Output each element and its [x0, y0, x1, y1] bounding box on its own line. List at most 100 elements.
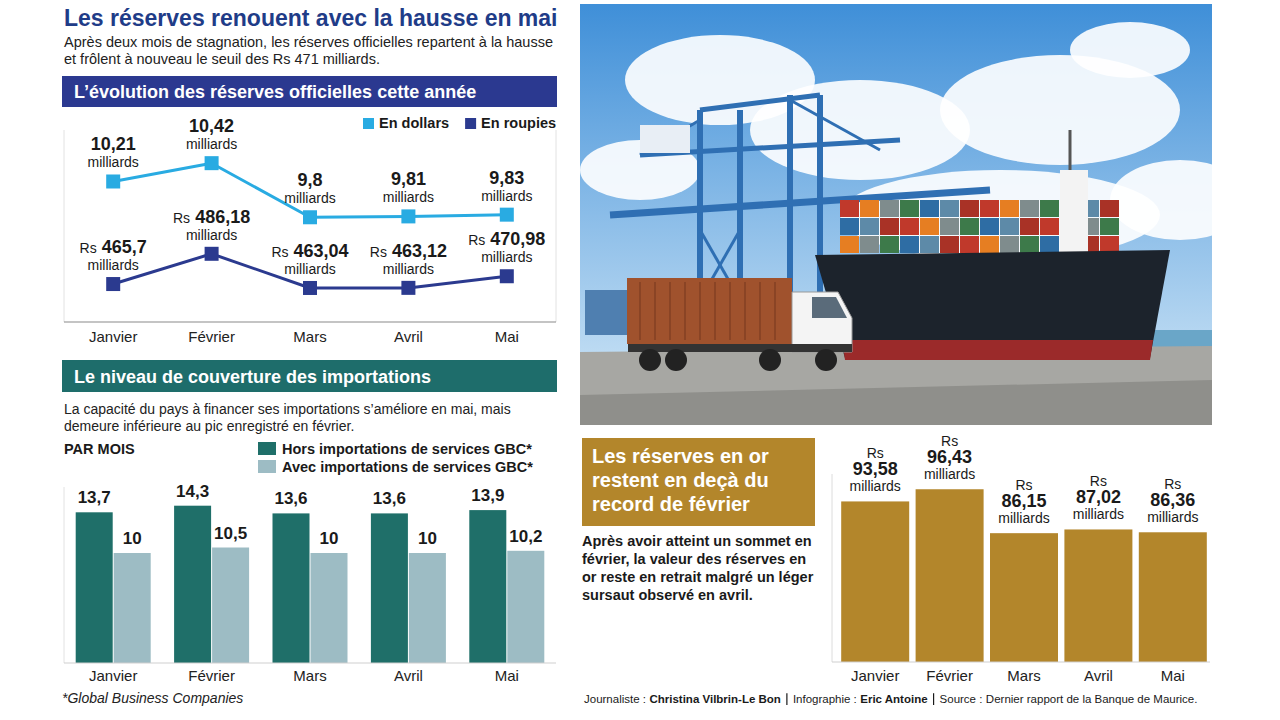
- container-rib: [669, 282, 671, 340]
- credit-role: Source :: [940, 693, 983, 705]
- container: [920, 200, 939, 217]
- bar: [1139, 532, 1207, 662]
- container: [880, 236, 899, 253]
- road: [580, 380, 1212, 425]
- data-label: 13,6: [373, 489, 406, 508]
- chart-title: L’évolution des réserves officielles cet…: [74, 82, 476, 102]
- text-line: or reste en retrait malgré un léger: [582, 569, 814, 585]
- container: [920, 218, 939, 235]
- x-tick-label: Mars: [293, 328, 326, 345]
- legend-label: En roupies: [481, 115, 556, 131]
- container: [960, 218, 979, 235]
- container: [980, 236, 999, 253]
- container: [1000, 218, 1019, 235]
- text-line: février, la valeur des réserves en: [582, 551, 806, 567]
- label-number: 463,12: [387, 241, 447, 261]
- container: [960, 200, 979, 217]
- container: [1000, 200, 1019, 217]
- bridge: [1060, 170, 1088, 255]
- x-tick-label: Janvier: [89, 667, 137, 684]
- data-label: 13,7: [78, 488, 111, 507]
- crane-leg: [787, 95, 793, 300]
- data-label: 86,36: [1150, 490, 1195, 510]
- wheel: [665, 349, 687, 371]
- container-rib: [654, 282, 656, 340]
- legend-label: Avec importations de services GBC*: [282, 459, 533, 475]
- bar: [469, 510, 506, 663]
- x-axis-line: [64, 321, 556, 322]
- label-number: 10,21: [91, 134, 136, 154]
- container-rib: [714, 282, 716, 340]
- label-number: 9,81: [391, 169, 426, 189]
- credit-role: Journaliste :: [584, 693, 646, 705]
- legend-swatch: [465, 118, 476, 129]
- container: [1020, 218, 1039, 235]
- x-tick-label: Février: [188, 328, 235, 345]
- bar: [1064, 529, 1132, 662]
- container-rib: [774, 282, 776, 340]
- x-tick-label: Janvier: [89, 328, 137, 345]
- container: [940, 200, 959, 217]
- sky: [580, 4, 1212, 425]
- container: [1020, 236, 1039, 253]
- container: [900, 200, 919, 217]
- marker: [500, 208, 514, 222]
- legend-swatch: [363, 118, 374, 129]
- marker: [401, 281, 415, 295]
- bar: [114, 553, 151, 663]
- container: [1040, 200, 1059, 217]
- marker: [303, 210, 317, 224]
- title-box: [582, 438, 815, 526]
- bar: [311, 553, 348, 663]
- text-line: record de février: [592, 493, 750, 515]
- container: [840, 200, 859, 217]
- text-line: Les réserves en or: [592, 445, 769, 467]
- container: [880, 200, 899, 217]
- marker: [106, 277, 120, 291]
- data-label: 10: [320, 529, 339, 548]
- container-rib: [699, 282, 701, 340]
- data-label: 10,2: [509, 527, 542, 546]
- data-label-unit: milliards: [481, 249, 532, 265]
- data-label-unit: milliards: [186, 136, 237, 152]
- text-line: et frôlent à nouveau le seuil des Rs 471…: [64, 51, 380, 67]
- data-label: Rs 463,12: [370, 241, 447, 261]
- container: [860, 236, 879, 253]
- container: [840, 236, 859, 253]
- data-label: milliards: [1147, 509, 1198, 525]
- data-label: 10: [123, 529, 142, 548]
- truck-chassis: [628, 344, 852, 352]
- data-label: Rs 470,98: [468, 229, 545, 249]
- infographic: Les réserves renouent avec la hausse en …: [0, 0, 1280, 720]
- container: [980, 218, 999, 235]
- x-tick-label: Janvier: [851, 667, 899, 684]
- text-line: demeure inférieure au pic enregistré en …: [64, 418, 354, 434]
- x-tick-label: Février: [926, 667, 973, 684]
- container: [1100, 236, 1119, 253]
- label-number: 9,83: [489, 168, 524, 188]
- title-bar: [62, 76, 557, 107]
- credit-name: Eric Antoine: [860, 693, 927, 705]
- x-tick-label: Avril: [394, 328, 423, 345]
- text-line: sursaut observé en avril.: [582, 587, 753, 603]
- x-tick-label: Février: [188, 667, 235, 684]
- data-label: 10: [418, 529, 437, 548]
- crane-cabin: [640, 125, 690, 153]
- data-label: 96,43: [927, 447, 972, 467]
- label-number: 470,98: [485, 229, 545, 249]
- legend: En dollarsEn roupies: [363, 115, 556, 131]
- marker: [106, 174, 120, 188]
- data-label-unit: milliards: [284, 190, 335, 206]
- data-label: milliards: [924, 466, 975, 482]
- data-label: 86,15: [1001, 491, 1046, 511]
- unit-label: PAR MOIS: [64, 441, 135, 457]
- bar: [76, 512, 113, 663]
- data-label: 9,8: [297, 170, 322, 190]
- y2-axis-line: [556, 130, 557, 322]
- x-tick-label: Mai: [1161, 667, 1185, 684]
- container-rib: [639, 282, 641, 340]
- data-label-unit: milliards: [383, 189, 434, 205]
- x-axis-line: [64, 663, 556, 664]
- container: [980, 200, 999, 217]
- plot-area: [841, 489, 1207, 662]
